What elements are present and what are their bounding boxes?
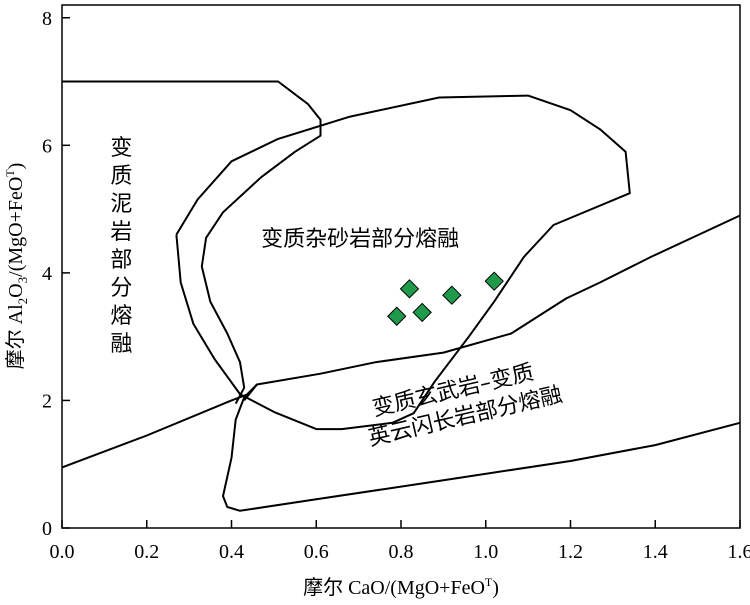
field-label-char: 变 [110,136,132,161]
x-tick-label: 0.0 [50,541,75,563]
x-tick-label: 0.6 [304,541,329,563]
field-label-char: 部 [110,248,132,273]
x-tick-label: 1.6 [728,541,750,563]
x-axis-ticks: 0.0 0.2 0.4 0.6 0.8 1.0 1.2 1.4 1.6 [50,520,750,563]
y-axis-title: 摩尔 Al2O3/(MgO+FeOT) [3,163,30,370]
field-label-char: 质 [110,164,132,189]
field-label-char: 熔 [110,304,132,329]
field-boundary-1 [175,94,631,431]
field-label-char: 融 [110,332,132,357]
x-tick-label: 1.4 [643,541,668,563]
y-tick-label: 2 [42,390,52,412]
y-tick-label: 0 [42,518,52,540]
x-tick-label: 1.2 [558,541,583,563]
field-boundary-2 [243,214,741,402]
data-point [412,302,432,323]
field-boundary-4 [61,393,249,469]
x-tick-label: 1.0 [473,541,498,563]
field-boundaries [61,80,741,512]
data-points [387,271,504,326]
field-label-char: 分 [110,276,132,301]
y-tick-label: 6 [42,135,52,157]
field-label-char: 泥 [110,192,132,217]
field-boundary-3 [222,383,741,512]
x-tick-label: 0.8 [389,541,414,563]
y-tick-label: 4 [42,263,52,285]
field-label-char: 岩 [110,220,132,245]
x-tick-label: 0.4 [219,541,244,563]
field-label: 变质杂砂岩部分熔融 [261,227,459,252]
y-tick-label: 8 [42,8,52,30]
plot-frame [61,4,741,529]
field-boundary-0 [62,80,322,405]
data-point [399,279,420,299]
data-point [387,306,407,326]
y-axis-ticks: 0 2 4 6 8 [42,8,70,540]
data-point [484,271,504,291]
x-axis-title: 摩尔 CaO/(MgO+FeOT) [303,575,499,599]
data-point [442,285,462,305]
x-tick-label: 0.2 [134,541,159,563]
